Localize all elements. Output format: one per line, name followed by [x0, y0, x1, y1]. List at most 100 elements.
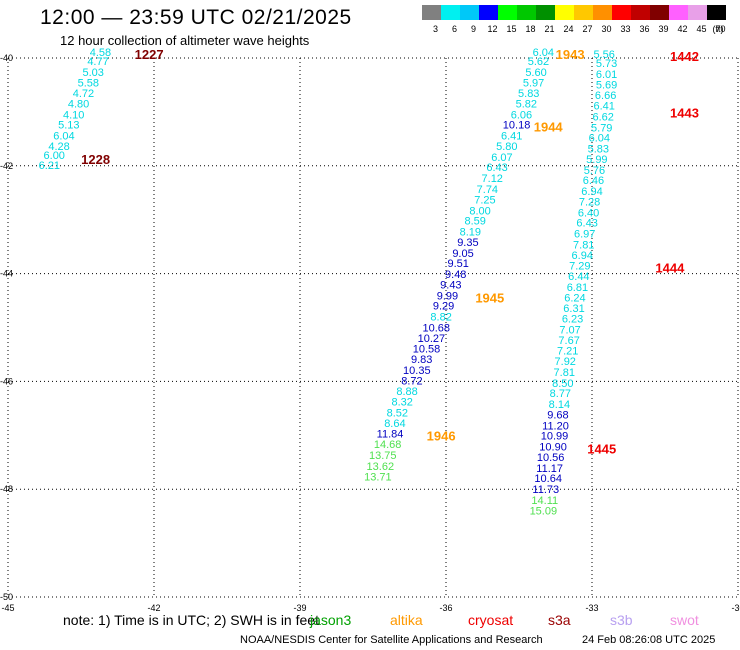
wave-height-value: 11.17 — [536, 463, 563, 475]
wave-height-value: 6.62 — [592, 112, 613, 124]
wave-height-value: 10.90 — [539, 441, 567, 453]
timestamp-text: 24 Feb 08:26:08 UTC 2025 — [582, 634, 716, 646]
wave-height-value: 6.21 — [39, 160, 60, 172]
wave-height-value: 9.68 — [547, 410, 568, 422]
wave-height-value: 8.64 — [384, 418, 405, 430]
wave-height-value: 10.99 — [541, 431, 569, 443]
colorbar-swatch — [498, 5, 517, 20]
wave-height-value: 6.81 — [567, 282, 588, 294]
lat-tick-label: -42 — [0, 161, 13, 171]
wave-height-value: 5.69 — [596, 80, 617, 92]
wave-height-value: 8.32 — [391, 397, 412, 409]
wave-height-value: 5.97 — [523, 78, 544, 90]
colorbar-label: 6 — [452, 24, 457, 34]
lat-tick-label: -40 — [0, 53, 13, 63]
wave-height-value: 6.07 — [491, 152, 512, 164]
wave-height-value: 11.20 — [542, 420, 569, 432]
wave-height-value: 10.58 — [413, 343, 441, 355]
wave-height-value: 7.25 — [474, 195, 495, 207]
colorbar-label: 21 — [544, 24, 554, 34]
lat-tick-label: -46 — [0, 376, 13, 386]
wave-height-value: 9.29 — [433, 301, 454, 313]
wave-height-value: 5.62 — [528, 56, 549, 68]
colorbar-label: 24 — [563, 24, 573, 34]
wave-height-value: 10.68 — [423, 322, 451, 334]
wave-height-value: 7.92 — [555, 356, 576, 368]
colorbar-label: 42 — [677, 24, 687, 34]
pass-number-label: 1228 — [81, 152, 110, 167]
wave-height-value: 6.04 — [53, 130, 74, 142]
colorbar-label: 3 — [433, 24, 438, 34]
wave-height-value: 9.48 — [445, 269, 466, 281]
colorbar-swatch — [422, 5, 441, 20]
lon-tick-label: -45 — [1, 603, 14, 613]
wave-height-value: 6.66 — [595, 90, 616, 102]
lat-tick-label: -44 — [0, 269, 13, 279]
wave-height-value: 9.83 — [411, 354, 432, 366]
colorbar-swatch — [555, 5, 574, 20]
wave-height-value: 8.52 — [387, 407, 408, 419]
map-subtitle: 12 hour collection of altimeter wave hei… — [60, 33, 310, 48]
wave-height-value: 7.29 — [569, 260, 590, 272]
colorbar-label: 33 — [620, 24, 630, 34]
wave-height-value: 8.14 — [549, 399, 570, 411]
wave-height-value: 6.43 — [576, 218, 597, 230]
legend-altika: altika — [390, 612, 423, 628]
wave-height-value: 6.01 — [596, 69, 617, 81]
wave-height-value: 10.18 — [503, 120, 531, 132]
wave-height-value: 9.35 — [457, 237, 478, 249]
wave-height-value: 8.19 — [460, 226, 481, 238]
colorbar-swatch — [441, 5, 460, 20]
colorbar-swatch — [669, 5, 688, 20]
lat-tick-label: -48 — [0, 484, 13, 494]
legend-swot: swot — [670, 612, 699, 628]
wave-height-value: 5.99 — [586, 154, 607, 166]
wave-height-value: 7.28 — [579, 197, 600, 209]
wave-height-value: 6.43 — [486, 162, 507, 174]
wave-height-value: 5.73 — [596, 58, 617, 70]
pass-number-label: 1944 — [534, 120, 564, 135]
colorbar-swatch — [631, 5, 650, 20]
wave-height-value: 13.62 — [367, 461, 395, 473]
colorbar-swatch — [517, 5, 536, 20]
wave-height-value: 11.73 — [532, 484, 559, 496]
colorbar-swatch — [707, 5, 726, 20]
wave-height-value: 6.23 — [562, 314, 583, 326]
lon-tick-label: -30 — [731, 603, 740, 613]
wave-height-value: 6.24 — [564, 293, 585, 305]
wave-height-value: 5.79 — [591, 122, 612, 134]
colorbar-swatch — [536, 5, 555, 20]
wave-height-value: 5.56 — [593, 49, 614, 61]
colorbar-swatch — [593, 5, 612, 20]
wave-height-value: 5.83 — [518, 88, 539, 100]
wave-height-value: 6.44 — [568, 271, 589, 283]
wave-height-value: 9.43 — [440, 280, 461, 292]
wave-height-value: 7.07 — [559, 324, 580, 336]
wave-height-value: 10.27 — [418, 333, 446, 345]
wave-height-value: 10.35 — [403, 365, 431, 377]
colorbar-label: 27 — [582, 24, 592, 34]
pass-number-label: 1443 — [670, 106, 699, 121]
wave-height-value: 8.59 — [464, 216, 485, 228]
wave-height-value: 8.72 — [401, 376, 422, 388]
wave-height-value: 6.41 — [501, 130, 522, 142]
colorbar-label: 9 — [471, 24, 476, 34]
wave-height-value: 6.04 — [533, 47, 554, 59]
legend-cryosat: cryosat — [468, 612, 514, 628]
wave-height-value: 10.64 — [534, 473, 562, 485]
pass-number-label: 1442 — [670, 49, 699, 64]
wave-height-value: 5.60 — [525, 67, 546, 79]
wave-height-value: 6.04 — [589, 133, 610, 145]
colorbar-label: 36 — [639, 24, 649, 34]
wave-height-value: 6.94 — [572, 250, 593, 262]
wave-height-value: 5.83 — [588, 143, 609, 155]
pass-number-label: 1945 — [475, 290, 504, 305]
wave-height-value: 7.21 — [557, 345, 578, 357]
colorbar-unit: (ft) — [713, 24, 724, 34]
wave-height-value: 11.84 — [377, 428, 404, 440]
wave-height-value: 15.09 — [530, 506, 558, 518]
colorbar-label: 39 — [658, 24, 668, 34]
wave-height-value: 8.50 — [552, 378, 573, 390]
colorbar-swatch — [574, 5, 593, 20]
wave-height-value: 7.81 — [573, 239, 594, 251]
